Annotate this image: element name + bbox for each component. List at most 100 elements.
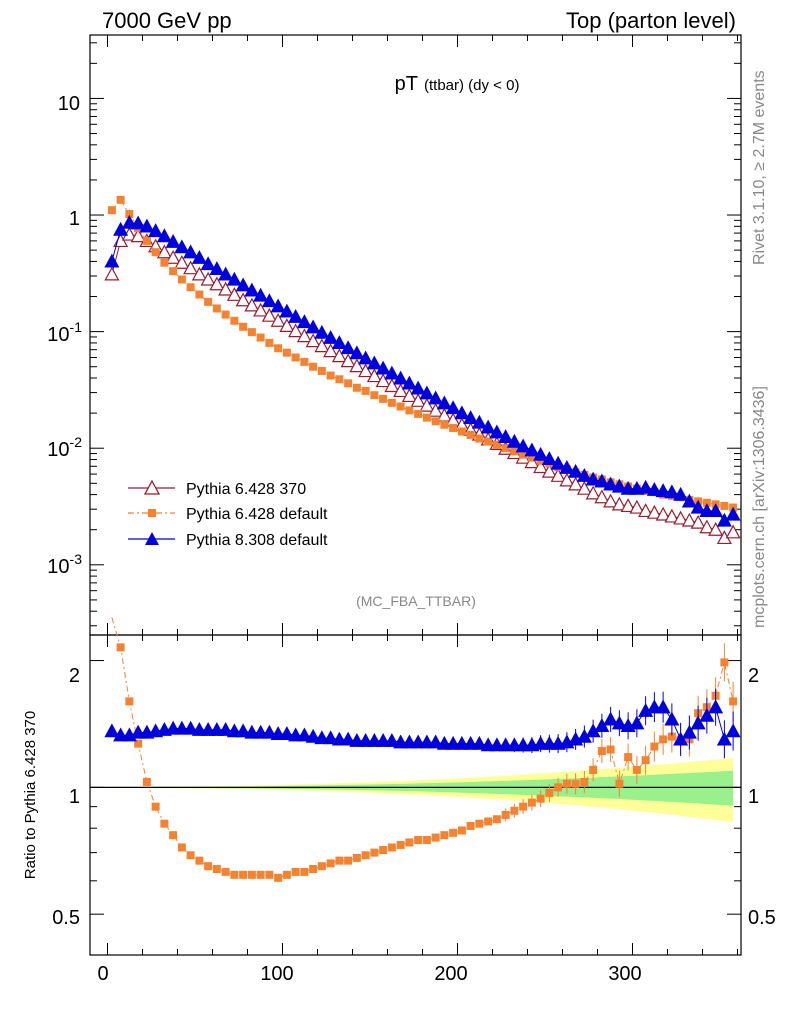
data-point-pythia6-default <box>309 362 318 371</box>
ratio-y-tick-label: 1 <box>69 786 80 808</box>
data-point-pythia8-default <box>454 405 470 420</box>
data-point-pythia6-370 <box>725 524 741 539</box>
data-point-pythia6-default <box>501 444 510 453</box>
data-point-pythia6-370 <box>191 266 207 281</box>
ratio-point-pythia6-default <box>527 798 536 807</box>
ratio-point-pythia6-default <box>589 765 598 774</box>
ratio-point-pythia6-default <box>659 735 668 744</box>
data-point-pythia8-default <box>533 446 549 461</box>
ratio-point-pythia6-default <box>571 779 580 788</box>
data-point-pythia6-370 <box>226 287 242 301</box>
ratio-series <box>104 617 741 882</box>
data-point-pythia8-default <box>541 451 557 466</box>
data-point-pythia6-370 <box>401 388 417 403</box>
data-point-pythia8-default <box>358 350 374 365</box>
data-point-pythia6-370 <box>340 353 356 368</box>
ratio-point-pythia8-default <box>673 731 689 746</box>
data-point-pythia6-default <box>204 297 213 306</box>
data-point-pythia6-default <box>702 498 711 507</box>
ratio-point-pythia8-default <box>629 715 645 730</box>
data-point-pythia6-370 <box>419 397 435 412</box>
ratio-point-pythia8-default <box>323 730 339 745</box>
data-point-pythia6-370 <box>559 472 575 487</box>
data-point-pythia6-default <box>510 447 519 456</box>
data-point-pythia6-370 <box>699 519 715 534</box>
ratio-panel-frame <box>89 634 742 956</box>
ratio-point-pythia6-default <box>274 873 283 882</box>
ratio-point-pythia8-default <box>261 724 277 739</box>
ratio-point-pythia8-default <box>664 711 680 726</box>
data-point-pythia6-default <box>142 236 151 245</box>
data-point-pythia6-370 <box>585 485 601 500</box>
header-right: Top (parton level) <box>566 8 736 33</box>
ratio-point-pythia6-default <box>247 870 256 879</box>
ratio-point-pythia6-default <box>597 746 606 755</box>
ratio-point-pythia6-default <box>387 843 396 852</box>
ratio-y-tick-label: 0.5 <box>52 907 80 929</box>
ratio-point-pythia6-default <box>545 788 554 797</box>
ratio-point-pythia6-default <box>317 862 326 871</box>
data-point-pythia8-default <box>401 375 417 390</box>
data-point-pythia8-default <box>331 335 347 350</box>
ratio-point-pythia6-default <box>492 815 501 824</box>
ratio-point-pythia6-default <box>431 833 440 842</box>
ratio-point-pythia8-default <box>235 723 251 738</box>
data-point-pythia8-default <box>113 221 129 236</box>
ratio-point-pythia6-default <box>352 853 361 862</box>
data-point-pythia6-370 <box>708 521 724 536</box>
ratio-band-inner <box>111 770 734 806</box>
ratio-point-pythia6-default <box>291 867 300 876</box>
data-point-pythia8-default <box>349 345 365 360</box>
data-point-pythia6-default <box>317 366 326 375</box>
data-point-pythia6-370 <box>638 503 654 518</box>
x-tick-label: 200 <box>434 963 467 985</box>
data-point-pythia6-default <box>466 430 475 439</box>
ratio-point-pythia8-default <box>183 720 199 735</box>
ratio-point-pythia6-default <box>667 732 676 741</box>
data-point-pythia8-default <box>498 429 514 444</box>
data-point-pythia6-default <box>291 353 300 362</box>
ratio-point-pythia6-default <box>265 870 274 879</box>
ratio-point-pythia6-default <box>475 819 484 828</box>
data-point-pythia8-default <box>174 239 190 254</box>
data-point-pythia8-default <box>121 214 137 229</box>
data-point-pythia8-default <box>708 503 724 518</box>
legend: Pythia 6.428 370 Pythia 6.428 default Py… <box>128 479 328 549</box>
main-y-tick-label: 10-3 <box>47 551 82 578</box>
ratio-point-pythia8-default <box>104 723 120 738</box>
ratio-point-pythia6-default <box>300 867 309 876</box>
data-point-pythia6-default <box>160 258 169 267</box>
data-point-pythia8-default <box>104 253 120 268</box>
data-point-pythia6-default <box>352 383 361 392</box>
data-point-pythia6-370 <box>174 254 190 269</box>
ratio-point-pythia6-default <box>510 806 519 815</box>
ratio-point-pythia8-default <box>296 727 312 742</box>
data-point-pythia8-default <box>725 506 741 521</box>
data-point-pythia6-default <box>344 379 353 388</box>
legend-label: Pythia 8.308 default <box>186 532 328 549</box>
ratio-point-pythia8-default <box>305 728 321 743</box>
main-y-tick-label-10: 10 <box>58 93 80 115</box>
data-point-pythia8-default <box>690 499 706 514</box>
data-point-pythia6-370 <box>165 249 181 264</box>
data-point-pythia8-default <box>191 249 207 264</box>
data-point-pythia6-default <box>440 420 449 429</box>
data-point-pythia6-370 <box>673 510 689 525</box>
data-point-pythia6-370 <box>279 318 295 333</box>
data-point-pythia8-default <box>664 484 680 499</box>
data-point-pythia8-default <box>200 256 216 271</box>
ratio-uncertainty-band <box>90 758 741 823</box>
ratio-point-pythia6-default <box>344 856 353 865</box>
data-point-pythia8-default <box>410 380 426 395</box>
data-point-pythia6-370 <box>288 323 304 338</box>
data-point-pythia8-default <box>323 330 339 344</box>
data-point-pythia6-default <box>221 310 230 319</box>
ratio-point-pythia6-default <box>282 870 291 879</box>
data-point-pythia8-default <box>314 324 330 339</box>
data-point-pythia8-default <box>594 473 610 488</box>
data-point-pythia6-370 <box>349 358 365 373</box>
data-point-pythia6-370 <box>629 499 645 514</box>
data-point-pythia6-370 <box>244 297 260 312</box>
ratio-point-pythia6-default <box>309 865 318 874</box>
data-point-pythia8-default <box>139 218 155 233</box>
